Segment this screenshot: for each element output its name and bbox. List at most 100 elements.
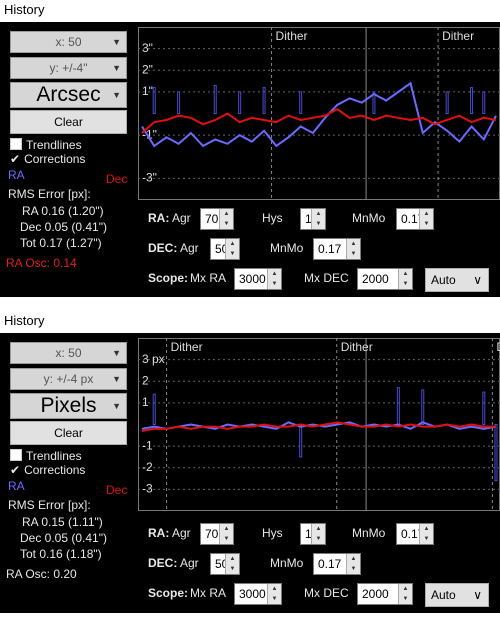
history-graph: 3 px 2 1 -1 -2 -3 Dither Dither Dither [138, 338, 500, 511]
correction-bar [213, 84, 217, 114]
trendlines-checkbox[interactable]: Trendlines [10, 449, 82, 464]
dither-label: Dither [442, 29, 474, 43]
dropdown-arrow: ∨ [473, 273, 482, 287]
clear-button[interactable]: Clear [10, 110, 127, 134]
ra-agr-input[interactable]: 70 ▲ ▼ [200, 208, 234, 230]
rms-title-text: RMS Error [px]: [8, 187, 91, 201]
dec-agr-input[interactable]: 50 ▲ ▼ [210, 238, 240, 260]
hys-label-text: Hys [262, 526, 283, 540]
history-graph: 3"2"1"-1"-3"Dither Dither [138, 27, 500, 200]
dropdown-arrow: ▼ [112, 348, 121, 358]
check-mark[interactable]: ✔ [10, 463, 21, 477]
spinner[interactable]: ▲ ▼ [346, 239, 360, 259]
mode-dropdown[interactable]: Auto ∨ [425, 583, 489, 607]
agr-label-text: Agr [172, 211, 191, 225]
spinner[interactable]: ▲ ▼ [398, 269, 412, 289]
spinner[interactable]: ▲ ▼ [311, 209, 325, 229]
corrections-checkbox[interactable]: ✔ Corrections [10, 153, 85, 168]
y-scale-dropdown[interactable]: y: +/-4 px ▼ [10, 368, 127, 390]
rms-row: Tot 0.17 (1.27") [20, 236, 102, 252]
dec-mnmo-label: MnMo [270, 553, 303, 575]
checkbox[interactable] [10, 138, 22, 150]
ra-hys-input[interactable]: 10▲▼ [300, 523, 326, 545]
hys-label: Hys [262, 523, 283, 545]
spinner[interactable]: ▲ ▼ [398, 584, 412, 604]
clear-button-text: Clear [54, 115, 83, 129]
dropdown-arrow: ∨ [473, 588, 482, 602]
rms-row: RA 0.16 (1.20") [22, 204, 104, 220]
y-tick-label: 2 [142, 373, 149, 387]
clear-button-text: Clear [54, 426, 83, 440]
units-dropdown[interactable]: Pixels ▼ [10, 393, 127, 419]
y-tick-label: 3 px [142, 352, 165, 366]
dec-mnmo-input[interactable]: 0.17 ▲ ▼ [313, 553, 361, 575]
x-scale-dropdown[interactable]: x: 50 ▼ [10, 342, 127, 364]
spinner[interactable]: ▲ ▼ [419, 524, 433, 544]
ra-agr-input-text: 70 [205, 212, 219, 226]
rms-row-text: Tot 0.16 (1.18") [20, 547, 102, 561]
ra-hys-input[interactable]: 10▲▼ [300, 208, 326, 230]
mx-ra-label: Mx RA [190, 583, 226, 605]
dec-mnmo-input[interactable]: 0.17 ▲ ▼ [313, 238, 361, 260]
correction-bar [482, 91, 486, 114]
spinner[interactable]: ▲ ▼ [219, 524, 233, 544]
ra-label: RA: [148, 208, 169, 230]
mx-ra-input[interactable]: 3000 ▲ ▼ [234, 583, 282, 605]
ra-mnmo-input[interactable]: 0.17 ▲ ▼ [396, 208, 434, 230]
y-tick-label: 2" [142, 62, 153, 76]
y-scale-dropdown[interactable]: y: +/-4" ▼ [10, 57, 127, 79]
scope-label: Scope: [148, 268, 188, 290]
trendlines-checkbox[interactable]: Trendlines [10, 138, 82, 153]
spinner[interactable]: ▲ ▼ [419, 209, 433, 229]
ra-agr-input[interactable]: 70 ▲ ▼ [200, 523, 234, 545]
panel-title-text: History [4, 2, 45, 17]
mode-dropdown-text: Auto [431, 273, 456, 287]
spinner[interactable]: ▲ ▼ [225, 554, 239, 574]
mnmo-label: MnMo [352, 523, 385, 545]
check-mark[interactable]: ✔ [10, 152, 21, 166]
spinner[interactable]: ▲ ▼ [346, 554, 360, 574]
mx-ra-label-text: Mx RA [190, 586, 226, 600]
dec-agr-label: Agr [180, 553, 199, 575]
mx-dec-label: Mx DEC [304, 583, 349, 605]
dec-label: DEC: [148, 553, 177, 575]
label: Trendlines [26, 449, 82, 463]
dither-label: Dither [496, 340, 500, 354]
spinner[interactable]: ▲ ▼ [225, 239, 239, 259]
rms-row: RA 0.15 (1.11") [22, 515, 103, 531]
dither-label: Dither [276, 29, 308, 43]
rms-title-text: RMS Error [px]: [8, 498, 91, 512]
dec-mnmo-input-text: 0.17 [318, 557, 342, 571]
mx-dec-label: Mx DEC [304, 268, 349, 290]
panel-title: History [4, 313, 44, 331]
spinner[interactable]: ▲ ▼ [219, 209, 233, 229]
y-scale-dropdown-text: y: +/-4" [49, 61, 88, 75]
correction-bar [177, 91, 181, 114]
mx-dec-input[interactable]: 2000 ▲ ▼ [357, 583, 413, 605]
clear-button[interactable]: Clear [10, 421, 127, 445]
dec-label: DEC: [148, 238, 177, 260]
x-scale-dropdown[interactable]: x: 50 ▼ [10, 31, 127, 53]
spinner[interactable]: ▲ ▼ [267, 584, 281, 604]
mx-ra-input[interactable]: 3000 ▲ ▼ [234, 268, 282, 290]
rms-row: Tot 0.16 (1.18") [20, 547, 102, 563]
dropdown-arrow: ▼ [112, 401, 121, 411]
x-scale-dropdown-text: x: 50 [55, 346, 82, 360]
y-scale-dropdown-text: y: +/-4 px [43, 372, 94, 386]
correction-bar [238, 91, 242, 114]
dropdown-arrow: ▼ [112, 90, 121, 100]
mx-dec-input[interactable]: 2000 ▲ ▼ [357, 268, 413, 290]
spinner[interactable]: ▲ ▼ [311, 524, 325, 544]
mx-ra-label: Mx RA [190, 268, 226, 290]
dec-mnmo-label: MnMo [270, 238, 303, 260]
rms-row: Dec 0.05 (0.41") [20, 531, 107, 547]
corrections-checkbox[interactable]: ✔ Corrections [10, 464, 85, 479]
spinner[interactable]: ▲ ▼ [267, 269, 281, 289]
mode-dropdown[interactable]: Auto ∨ [425, 268, 489, 292]
rms-row-text: Dec 0.05 (0.41") [20, 220, 107, 234]
units-dropdown[interactable]: Arcsec ▼ [10, 82, 127, 108]
dec-agr-input[interactable]: 50 ▲ ▼ [210, 553, 240, 575]
checkbox[interactable] [10, 449, 22, 461]
agr-label: Agr [172, 208, 191, 230]
ra-mnmo-input[interactable]: 0.17 ▲ ▼ [396, 523, 434, 545]
